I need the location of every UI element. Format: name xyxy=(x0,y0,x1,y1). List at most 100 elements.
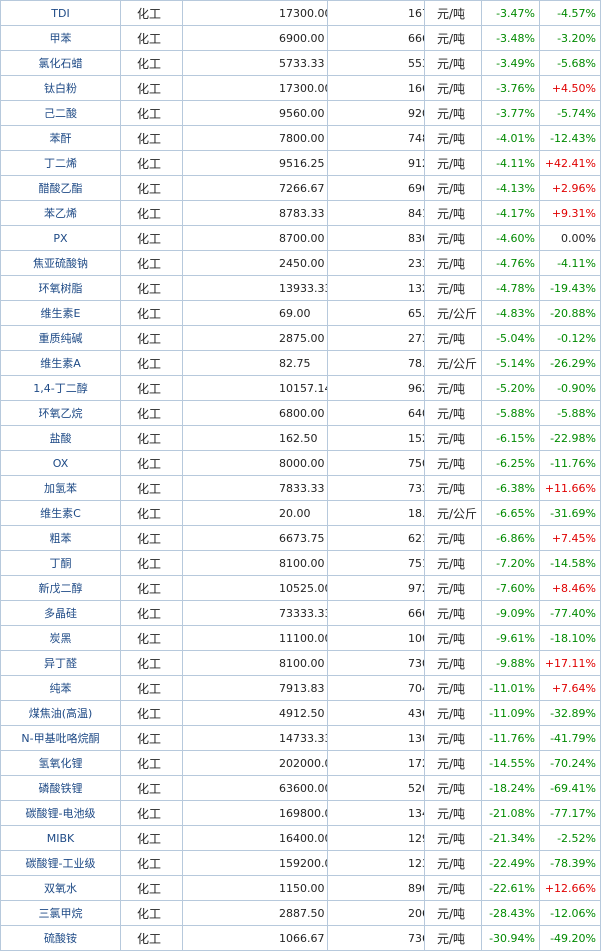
change-percent-cell: -4.78% xyxy=(481,275,540,301)
commodity-name-link[interactable]: 苯酐 xyxy=(49,132,72,145)
table-row: 碳酸锂-工业级 化工159200.00123400.00元/吨-22.49%-78… xyxy=(0,850,601,876)
unit-cell: 元/吨 xyxy=(424,575,482,601)
commodity-name-link[interactable]: 焦亚硫酸钠 xyxy=(33,257,88,270)
category-cell: 化工 xyxy=(120,0,183,26)
commodity-name-link[interactable]: 氯化石蜡 xyxy=(38,57,83,70)
commodity-name-cell: OX xyxy=(0,450,121,476)
commodity-name-cell: 双氧水 xyxy=(0,875,121,901)
change-percent-cell: -9.88% xyxy=(481,650,540,676)
commodity-name-link[interactable]: 炭黑 xyxy=(49,632,72,645)
previous-price-cell: 9560.00 xyxy=(182,100,328,126)
unit-cell: 元/吨 xyxy=(424,375,482,401)
current-price-cell: 7500.00 xyxy=(327,450,425,476)
previous-price-cell: 14733.33 xyxy=(182,725,328,751)
commodity-name-link[interactable]: 维生素A xyxy=(40,357,81,370)
previous-price-cell: 10157.14 xyxy=(182,375,328,401)
unit-cell: 元/吨 xyxy=(424,50,482,76)
commodity-name-cell: 丁二烯 xyxy=(0,150,121,176)
commodity-name-cell: 苯乙烯 xyxy=(0,200,121,226)
commodity-name-link[interactable]: 苯乙烯 xyxy=(44,207,77,220)
commodity-name-link[interactable]: 三氯甲烷 xyxy=(38,907,83,920)
commodity-name-link[interactable]: 异丁醛 xyxy=(44,657,77,670)
commodity-name-link[interactable]: 维生素E xyxy=(40,307,81,320)
commodity-name-link[interactable]: 丁酮 xyxy=(49,557,72,570)
commodity-name-link[interactable]: 磷酸铁锂 xyxy=(38,782,83,795)
unit-cell: 元/吨 xyxy=(424,225,482,251)
yoy-percent-cell: +8.46% xyxy=(539,575,601,601)
commodity-name-link[interactable]: 纯苯 xyxy=(49,682,72,695)
commodity-name-link[interactable]: 甲苯 xyxy=(49,32,72,45)
category-cell: 化工 xyxy=(120,200,183,226)
previous-price-cell: 162.50 xyxy=(182,425,328,451)
commodity-name-cell: N-甲基吡咯烷酮 xyxy=(0,725,121,751)
commodity-name-link[interactable]: 环氧乙烷 xyxy=(38,407,83,420)
commodity-name-link[interactable]: 己二酸 xyxy=(44,107,77,120)
unit-cell: 元/吨 xyxy=(424,425,482,451)
current-price-cell: 7300.00 xyxy=(327,650,425,676)
commodity-name-link[interactable]: 氢氧化锂 xyxy=(38,757,83,770)
category-cell: 化工 xyxy=(120,825,183,851)
yoy-percent-cell: -4.57% xyxy=(539,0,601,26)
current-price-cell: 10033.33 xyxy=(327,625,425,651)
commodity-name-link[interactable]: MIBK xyxy=(46,831,75,845)
current-price-cell: 6660.00 xyxy=(327,25,425,51)
change-percent-cell: -6.25% xyxy=(481,450,540,476)
commodity-name-link[interactable]: 醋酸乙酯 xyxy=(38,182,83,195)
yoy-percent-cell: -14.58% xyxy=(539,550,601,576)
commodity-name-link[interactable]: 硫酸铵 xyxy=(44,932,77,945)
commodity-name-link[interactable]: 钛白粉 xyxy=(44,82,77,95)
commodity-name-link[interactable]: 维生素C xyxy=(40,507,81,520)
current-price-cell: 13000.00 xyxy=(327,725,425,751)
category-cell: 化工 xyxy=(120,375,183,401)
commodity-name-link[interactable]: PX xyxy=(53,231,68,245)
commodity-name-link[interactable]: TDI xyxy=(51,6,70,20)
current-price-cell: 65.67 xyxy=(327,300,425,326)
commodity-name-link[interactable]: 粗苯 xyxy=(49,532,72,545)
commodity-name-link[interactable]: 多晶硅 xyxy=(44,607,77,620)
commodity-name-link[interactable]: 煤焦油(高温) xyxy=(28,707,93,720)
current-price-cell: 2730.00 xyxy=(327,325,425,351)
previous-price-cell: 82.75 xyxy=(182,350,328,376)
commodity-name-link[interactable]: 加氢苯 xyxy=(44,482,77,495)
current-price-cell: 7042.17 xyxy=(327,675,425,701)
category-cell: 化工 xyxy=(120,125,183,151)
commodity-name-link[interactable]: N-甲基吡咯烷酮 xyxy=(21,732,100,745)
category-cell: 化工 xyxy=(120,550,183,576)
unit-cell: 元/吨 xyxy=(424,900,482,926)
category-cell: 化工 xyxy=(120,625,183,651)
previous-price-cell: 159200.00 xyxy=(182,850,328,876)
commodity-name-cell: 盐酸 xyxy=(0,425,121,451)
current-price-cell: 890.00 xyxy=(327,875,425,901)
previous-price-cell: 2875.00 xyxy=(182,325,328,351)
previous-price-cell: 5733.33 xyxy=(182,50,328,76)
commodity-name-link[interactable]: OX xyxy=(52,456,69,470)
current-price-cell: 66666.67 xyxy=(327,600,425,626)
current-price-cell: 13266.67 xyxy=(327,275,425,301)
category-cell: 化工 xyxy=(120,750,183,776)
commodity-name-link[interactable]: 丁二烯 xyxy=(44,157,77,170)
commodity-name-link[interactable]: 碳酸锂-电池级 xyxy=(25,807,96,820)
commodity-name-link[interactable]: 重质纯碱 xyxy=(38,332,83,345)
commodity-name-link[interactable]: 1,4-丁二醇 xyxy=(33,382,88,395)
change-percent-cell: -4.76% xyxy=(481,250,540,276)
commodity-name-link[interactable]: 新戊二醇 xyxy=(38,582,83,595)
unit-cell: 元/吨 xyxy=(424,0,482,26)
unit-cell: 元/吨 xyxy=(424,650,482,676)
commodity-name-link[interactable]: 环氧树脂 xyxy=(38,282,83,295)
commodity-name-link[interactable]: 盐酸 xyxy=(49,432,72,445)
unit-cell: 元/公斤 xyxy=(424,500,482,526)
commodity-name-link[interactable]: 碳酸锂-工业级 xyxy=(25,857,96,870)
current-price-cell: 736.67 xyxy=(327,925,425,951)
current-price-cell: 9628.57 xyxy=(327,375,425,401)
commodity-name-link[interactable]: 双氧水 xyxy=(44,882,77,895)
category-cell: 化工 xyxy=(120,675,183,701)
previous-price-cell: 2450.00 xyxy=(182,250,328,276)
commodity-name-cell: 1,4-丁二醇 xyxy=(0,375,121,401)
